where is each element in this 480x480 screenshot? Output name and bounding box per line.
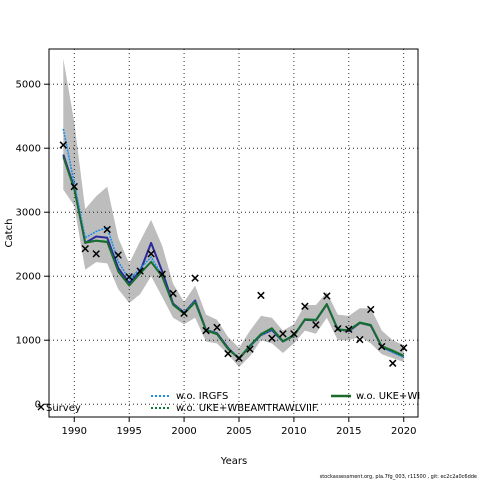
observed-point	[180, 309, 188, 318]
observed-point	[147, 250, 155, 258]
observed-point	[312, 321, 320, 329]
axis-layer: 1990 1995 2000 2005 2010 2015 2020 0 1000 2000 300…	[16, 80, 417, 437]
legend-label-w-o-irgfs: w.o. IRGFS	[176, 391, 228, 402]
grid-layer	[49, 49, 418, 417]
observed-point	[59, 141, 68, 149]
confidence-band-layer	[63, 58, 404, 368]
y-tick-label: 0	[35, 400, 41, 411]
observed-point	[345, 325, 353, 334]
observed-point	[323, 292, 331, 300]
plot-frame	[48, 48, 419, 418]
confidence-band	[63, 58, 404, 368]
observed-point	[169, 289, 177, 298]
x-tick-label: 2020	[391, 426, 416, 437]
observed-point	[213, 323, 221, 332]
observed-point	[268, 334, 276, 343]
observed-point	[125, 273, 133, 281]
observed-point	[389, 359, 397, 367]
x-tick-label: 1995	[116, 426, 141, 437]
x-tick-label: 2000	[171, 426, 196, 437]
observed-point	[279, 330, 287, 338]
observed-point	[136, 267, 144, 275]
legend-label-w-o-uke-wi: w.o. UKE+WI	[356, 391, 420, 402]
observed-point	[224, 349, 232, 358]
observed-point	[235, 354, 243, 362]
observed-point	[202, 326, 210, 335]
observed-point	[246, 345, 254, 353]
observed-point	[301, 302, 309, 311]
legend: Survey w.o. IRGFS w.o. UKE+WBEAMTRAWLVII…	[37, 391, 420, 414]
observed-points-layer	[59, 141, 408, 367]
observed-point	[81, 244, 89, 253]
observed-point	[103, 225, 111, 234]
observed-point	[399, 344, 408, 352]
observed-point	[356, 335, 364, 344]
observed-point	[290, 330, 298, 338]
observed-point	[257, 291, 265, 300]
observed-point	[334, 324, 342, 333]
x-tick-label: 2015	[336, 426, 361, 437]
legend-label-w-o-uke-wbeamtrawlviif: w.o. UKE+WBEAMTRAWLVIIF.	[176, 403, 319, 414]
y-tick-label: 5000	[16, 80, 41, 91]
observed-point	[114, 251, 122, 259]
observed-point	[191, 274, 199, 282]
y-axis-title: Catch	[4, 219, 15, 248]
x-tick-label: 2010	[281, 426, 306, 437]
observed-point	[92, 250, 100, 258]
x-tick-label: 2005	[226, 426, 251, 437]
source-credit: stockassessment.org, pla.7fg_003, r11500…	[319, 474, 477, 480]
x-axis-title: Years	[220, 456, 247, 467]
observed-point	[70, 182, 78, 191]
y-tick-label: 1000	[16, 336, 41, 347]
x-tick-label: 1990	[62, 426, 87, 437]
y-tick-label: 3000	[16, 208, 41, 219]
legend-label-survey: Survey	[46, 403, 81, 414]
y-tick-label: 4000	[16, 144, 41, 155]
y-tick-label: 2000	[16, 272, 41, 283]
observed-point	[367, 305, 375, 314]
observed-point	[378, 342, 386, 351]
observed-point	[158, 270, 166, 279]
legend-marker-survey	[37, 403, 45, 411]
